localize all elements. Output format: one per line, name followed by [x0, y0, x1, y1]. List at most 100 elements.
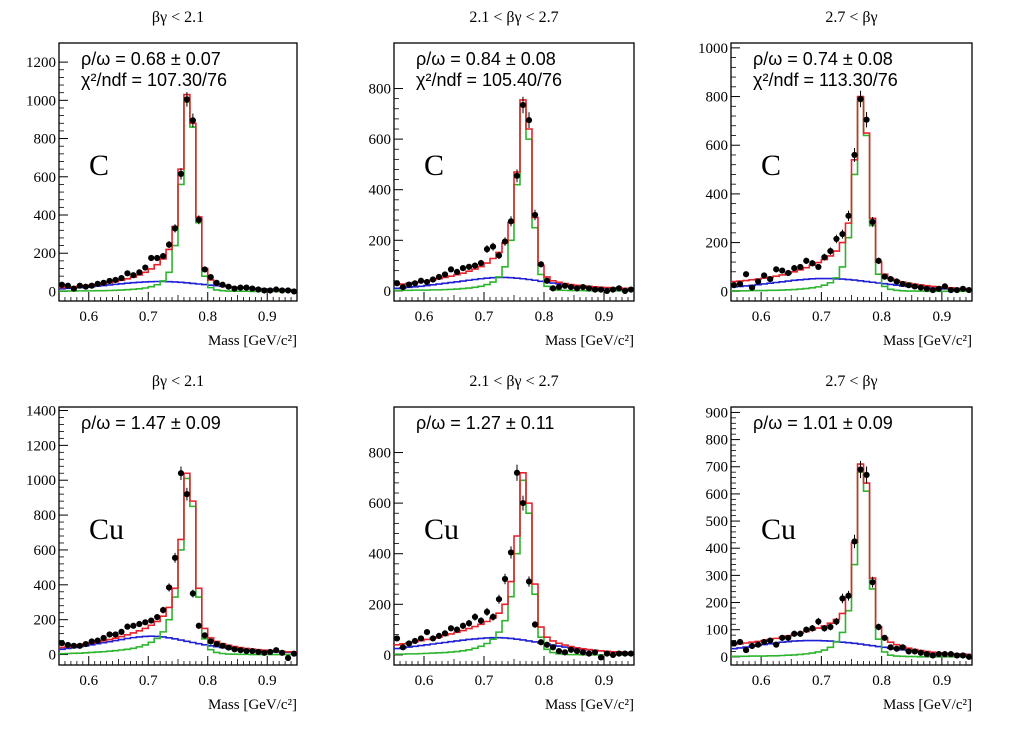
data-point	[290, 650, 297, 657]
panel-title: 2.7 < βγ	[825, 373, 877, 390]
data-point	[947, 651, 955, 658]
data-point	[959, 652, 967, 659]
y-tick-label: 800	[369, 82, 392, 98]
data-point	[736, 280, 744, 288]
data-point	[59, 640, 66, 647]
data-point	[483, 608, 491, 615]
data-point	[183, 96, 191, 103]
series-omega	[731, 471, 972, 658]
data-point	[555, 283, 563, 291]
data-point	[935, 285, 942, 292]
y-tick-label: 900	[706, 405, 729, 421]
y-tick-label: 400	[369, 183, 392, 199]
data-point	[531, 211, 539, 219]
data-point	[225, 283, 232, 290]
y-tick-label: 1000	[26, 93, 56, 109]
data-point	[106, 277, 113, 285]
panel-2: 2.1 < βγ < 2.7 0 200 400 600 800 0.6 0.7 0.8 0.9 M…	[369, 9, 635, 349]
data-point	[615, 650, 623, 657]
y-axis: 0 200 400 600 800 1000 1200	[26, 55, 68, 300]
data-point	[519, 101, 527, 109]
data-point	[489, 613, 497, 621]
data-point	[525, 117, 533, 124]
series-omega	[394, 479, 634, 656]
data-point	[136, 620, 143, 628]
y-axis: 0 100 200 300 400 500 600 700 800 900	[706, 405, 740, 666]
data-point	[731, 640, 738, 647]
data-point	[905, 282, 912, 289]
y-tick-label: 300	[706, 568, 729, 584]
data-point	[177, 470, 185, 477]
data-point	[465, 263, 473, 270]
panel-title: 2.1 < βγ < 2.7	[469, 9, 558, 26]
data-point	[489, 243, 497, 250]
stat-line: ρ/ω = 1.27 ± 0.11	[416, 413, 554, 433]
panel-3: 2.7 < βγ 0 200 400 600 800 1000 0.6 0.7 0.8 0.9 Mas…	[698, 9, 973, 349]
data-point	[869, 218, 876, 225]
data-point	[255, 286, 262, 293]
data-point	[887, 644, 894, 651]
data-point	[405, 640, 413, 647]
data-point	[243, 647, 250, 655]
data-point	[567, 283, 575, 291]
data-point	[501, 238, 509, 245]
data-point	[911, 648, 918, 655]
y-tick-label: 600	[34, 543, 57, 559]
data-point	[821, 254, 828, 261]
data-point	[261, 287, 268, 294]
data-point	[284, 654, 292, 662]
data-point	[88, 638, 95, 645]
y-tick-label: 0	[49, 648, 57, 664]
data-point	[863, 471, 870, 478]
data-point	[742, 646, 750, 654]
y-tick-label: 200	[706, 236, 729, 252]
stat-line: ρ/ω = 1.01 ± 0.09	[753, 413, 893, 433]
data-point	[429, 635, 437, 642]
x-axis-title: Mass [GeV/c²]	[545, 333, 634, 349]
data-point	[219, 642, 226, 649]
data-point	[136, 269, 143, 276]
data-point	[441, 630, 449, 637]
x-tick-label: 0.8	[872, 673, 891, 689]
data-point	[773, 641, 780, 648]
data-point	[893, 645, 900, 652]
data-point	[112, 631, 119, 638]
x-tick-label: 0.7	[812, 309, 831, 325]
data-point	[761, 638, 768, 646]
data-point	[947, 286, 955, 294]
data-point	[171, 225, 179, 232]
x-axis-title: Mass [GeV/c²]	[883, 333, 972, 349]
data-point	[585, 650, 593, 657]
data-point	[761, 272, 768, 279]
target-label: C	[424, 149, 444, 182]
data-point	[833, 618, 840, 625]
x-tick-label: 0.9	[933, 309, 952, 325]
y-tick-label: 400	[706, 541, 729, 557]
data-point	[827, 248, 834, 255]
x-tick-label: 0.9	[258, 673, 277, 689]
data-point	[495, 252, 503, 259]
data-point	[94, 637, 101, 644]
data-point	[513, 469, 521, 476]
x-tick-label: 0.7	[812, 673, 831, 689]
data-point	[929, 286, 936, 294]
y-tick-label: 1200	[26, 438, 56, 454]
data-point	[797, 630, 804, 637]
data-point	[911, 283, 918, 290]
y-axis: 0 200 400 600 800	[369, 446, 403, 664]
y-tick-label: 0	[384, 284, 392, 300]
data-point	[803, 257, 810, 264]
y-tick-label: 200	[34, 613, 57, 629]
data-point	[621, 650, 629, 657]
plot-area	[59, 92, 297, 295]
data-point	[394, 635, 401, 642]
data-point	[627, 286, 634, 293]
data-point	[82, 283, 89, 290]
data-point	[124, 623, 131, 630]
data-point	[207, 274, 214, 281]
data-point	[100, 279, 107, 286]
stat-line: ρ/ω = 1.47 ± 0.09	[81, 413, 221, 433]
data-point	[953, 286, 961, 294]
x-axis-title: Mass [GeV/c²]	[208, 333, 297, 349]
